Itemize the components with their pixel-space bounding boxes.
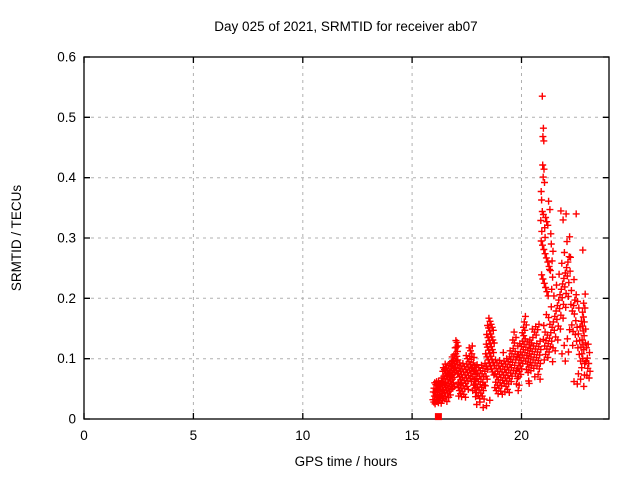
series-SRMTID-points <box>429 92 594 411</box>
y-tick-label: 0.2 <box>57 291 76 306</box>
y-tick-label: 0.1 <box>57 351 76 366</box>
x-tick-label: 5 <box>190 428 198 443</box>
grid-path <box>84 57 609 419</box>
start-square-marker <box>434 413 442 421</box>
tick-marks <box>83 56 609 420</box>
y-axis-label: SRMTID / TECUs <box>9 185 24 292</box>
x-axis-label: GPS time / hours <box>295 454 398 469</box>
y-tick-label: 0.3 <box>57 231 76 246</box>
chart-title: Day 025 of 2021, SRMTID for receiver ab0… <box>214 19 477 34</box>
y-tick-label: 0.6 <box>57 50 76 65</box>
gridlines <box>84 57 609 419</box>
x-tick-label: 15 <box>405 428 420 443</box>
axes-and-ticks <box>83 56 610 420</box>
y-tick-label: 0.4 <box>57 170 76 185</box>
y-tick-label: 0.5 <box>57 110 76 125</box>
x-tick-label: 0 <box>80 428 88 443</box>
x-tick-label: 20 <box>514 428 529 443</box>
y-tick-label: 0 <box>68 412 76 427</box>
x-tick-label: 10 <box>295 428 310 443</box>
tick-labels: 0 5 10 15 20 0 0.1 0.2 0.3 0.4 0.5 0.6 <box>57 50 529 444</box>
data-points <box>429 92 594 421</box>
